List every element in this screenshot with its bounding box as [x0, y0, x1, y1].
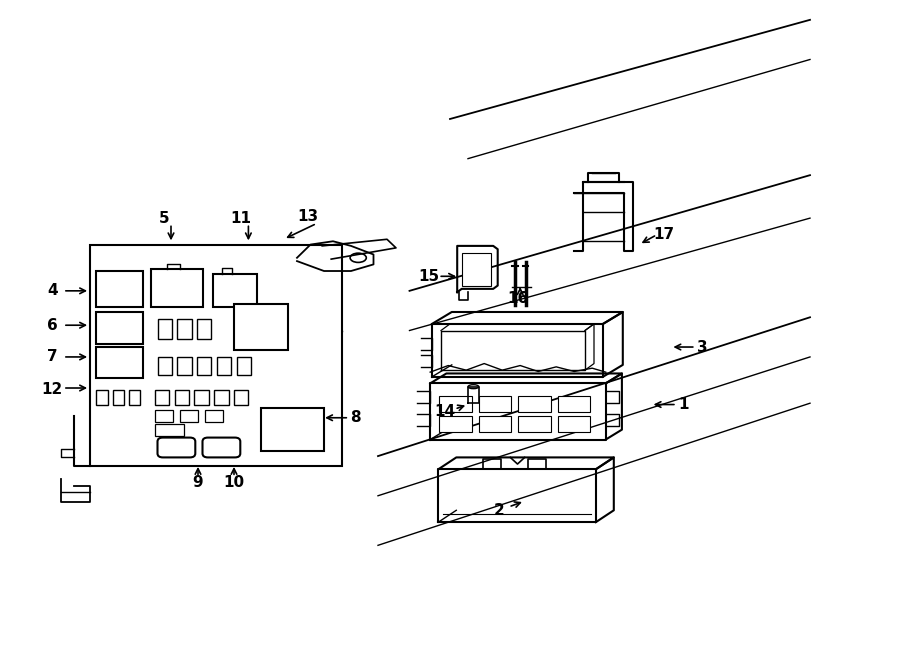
Bar [96, 347, 143, 378]
Text: 8: 8 [350, 410, 361, 425]
Bar [180, 410, 198, 422]
Bar [479, 396, 511, 412]
Bar [155, 424, 184, 436]
Bar [261, 408, 324, 451]
Bar [90, 245, 342, 466]
Text: 16: 16 [507, 292, 528, 306]
Bar [518, 396, 551, 412]
Text: 6: 6 [47, 318, 58, 332]
Bar [558, 396, 590, 412]
Text: 15: 15 [418, 269, 439, 284]
Bar [96, 271, 143, 307]
Text: 14: 14 [434, 404, 455, 418]
Text: 1: 1 [679, 397, 689, 412]
FancyBboxPatch shape [158, 438, 195, 457]
Bar [112, 390, 124, 405]
Bar [518, 416, 551, 432]
Bar [439, 396, 472, 412]
Bar [214, 390, 229, 405]
Text: 10: 10 [223, 475, 245, 490]
Text: 4: 4 [47, 284, 58, 298]
Bar [151, 269, 202, 307]
Bar [205, 410, 223, 422]
Bar [462, 253, 491, 286]
Bar [213, 274, 256, 307]
Bar [217, 357, 231, 375]
Text: 2: 2 [494, 503, 505, 518]
Bar [158, 357, 172, 375]
Bar [96, 312, 143, 344]
Text: 5: 5 [158, 211, 169, 225]
Text: 9: 9 [193, 475, 203, 490]
Bar [177, 319, 192, 339]
Bar [234, 390, 248, 405]
Bar [234, 304, 288, 350]
Text: 17: 17 [653, 227, 675, 242]
Bar [439, 416, 472, 432]
Bar [479, 416, 511, 432]
FancyBboxPatch shape [202, 438, 240, 457]
Text: 3: 3 [697, 340, 707, 354]
Bar [177, 357, 192, 375]
Bar [175, 390, 189, 405]
Text: 11: 11 [230, 211, 252, 225]
Bar [194, 390, 209, 405]
Text: 13: 13 [297, 210, 319, 224]
Bar [558, 416, 590, 432]
Bar [158, 319, 172, 339]
Bar [155, 410, 173, 422]
Bar [155, 390, 169, 405]
Bar [129, 390, 140, 405]
Text: 12: 12 [41, 383, 63, 397]
Bar [237, 357, 251, 375]
Bar [96, 390, 108, 405]
Bar [197, 319, 211, 339]
Text: 7: 7 [47, 350, 58, 364]
Bar [197, 357, 211, 375]
